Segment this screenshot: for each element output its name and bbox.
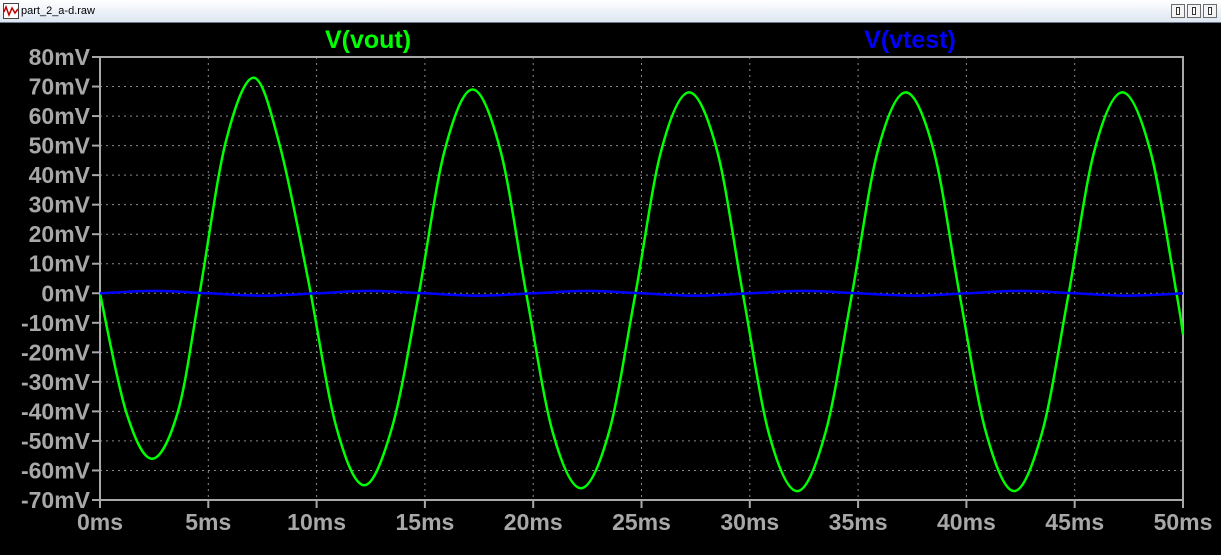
y-tick-label: 20mV (29, 221, 91, 247)
x-tick-label: 35ms (829, 509, 888, 535)
x-tick-label: 5ms (185, 509, 231, 535)
x-tick-label: 15ms (395, 509, 454, 535)
series-line-v-vout (98, 76, 1185, 493)
legend-label-v-vout: V(vout) (325, 26, 411, 54)
y-tick-label: -60mV (21, 457, 91, 483)
y-tick-label: 0mV (41, 280, 90, 306)
x-tick-label: 0ms (77, 509, 123, 535)
window-titlebar: part_2_a-d.raw (0, 0, 1221, 23)
y-tick-label: -20mV (21, 339, 91, 365)
y-tick-label: 30mV (29, 192, 91, 218)
waveform-chart[interactable]: 80mV 70mV 60mV 50mV 40mV 30mV 20mV 10mV 0mV -10mV… (0, 24, 1221, 550)
x-tick-label: 25ms (612, 509, 671, 535)
x-tick-label: 40ms (937, 509, 996, 535)
plot-frame (99, 56, 1184, 501)
y-tick-label: 50mV (29, 133, 91, 159)
legend-label-v-vtest: V(vtest) (864, 26, 956, 54)
y-tick-label: 60mV (29, 103, 91, 129)
minimize-icon[interactable] (1171, 4, 1185, 18)
y-tick-label: 70mV (29, 74, 91, 100)
close-icon[interactable] (1203, 4, 1217, 18)
window-controls (1171, 4, 1217, 18)
y-tick-label: 80mV (29, 44, 91, 70)
y-tick-label: -30mV (21, 369, 91, 395)
x-tick-label: 10ms (287, 509, 346, 535)
plot-area[interactable]: 80mV 70mV 60mV 50mV 40mV 30mV 20mV 10mV 0mV -10mV… (0, 24, 1221, 550)
series-line-v-vtest (99, 289, 1184, 297)
y-tick-label: -50mV (21, 428, 91, 454)
x-tick-label: 50ms (1154, 509, 1213, 535)
maximize-icon[interactable] (1187, 4, 1201, 18)
y-tick-label: -40mV (21, 398, 91, 424)
y-tick-label: -10mV (21, 310, 91, 336)
y-tick-label: -70mV (21, 487, 91, 513)
x-tick-label: 45ms (1045, 509, 1104, 535)
window-title: part_2_a-d.raw (21, 5, 95, 17)
x-tick-label: 20ms (504, 509, 563, 535)
y-tick-label: 10mV (29, 251, 91, 277)
x-tick-label: 30ms (720, 509, 779, 535)
y-tick-label: 40mV (29, 162, 91, 188)
waveform-icon (3, 3, 19, 19)
